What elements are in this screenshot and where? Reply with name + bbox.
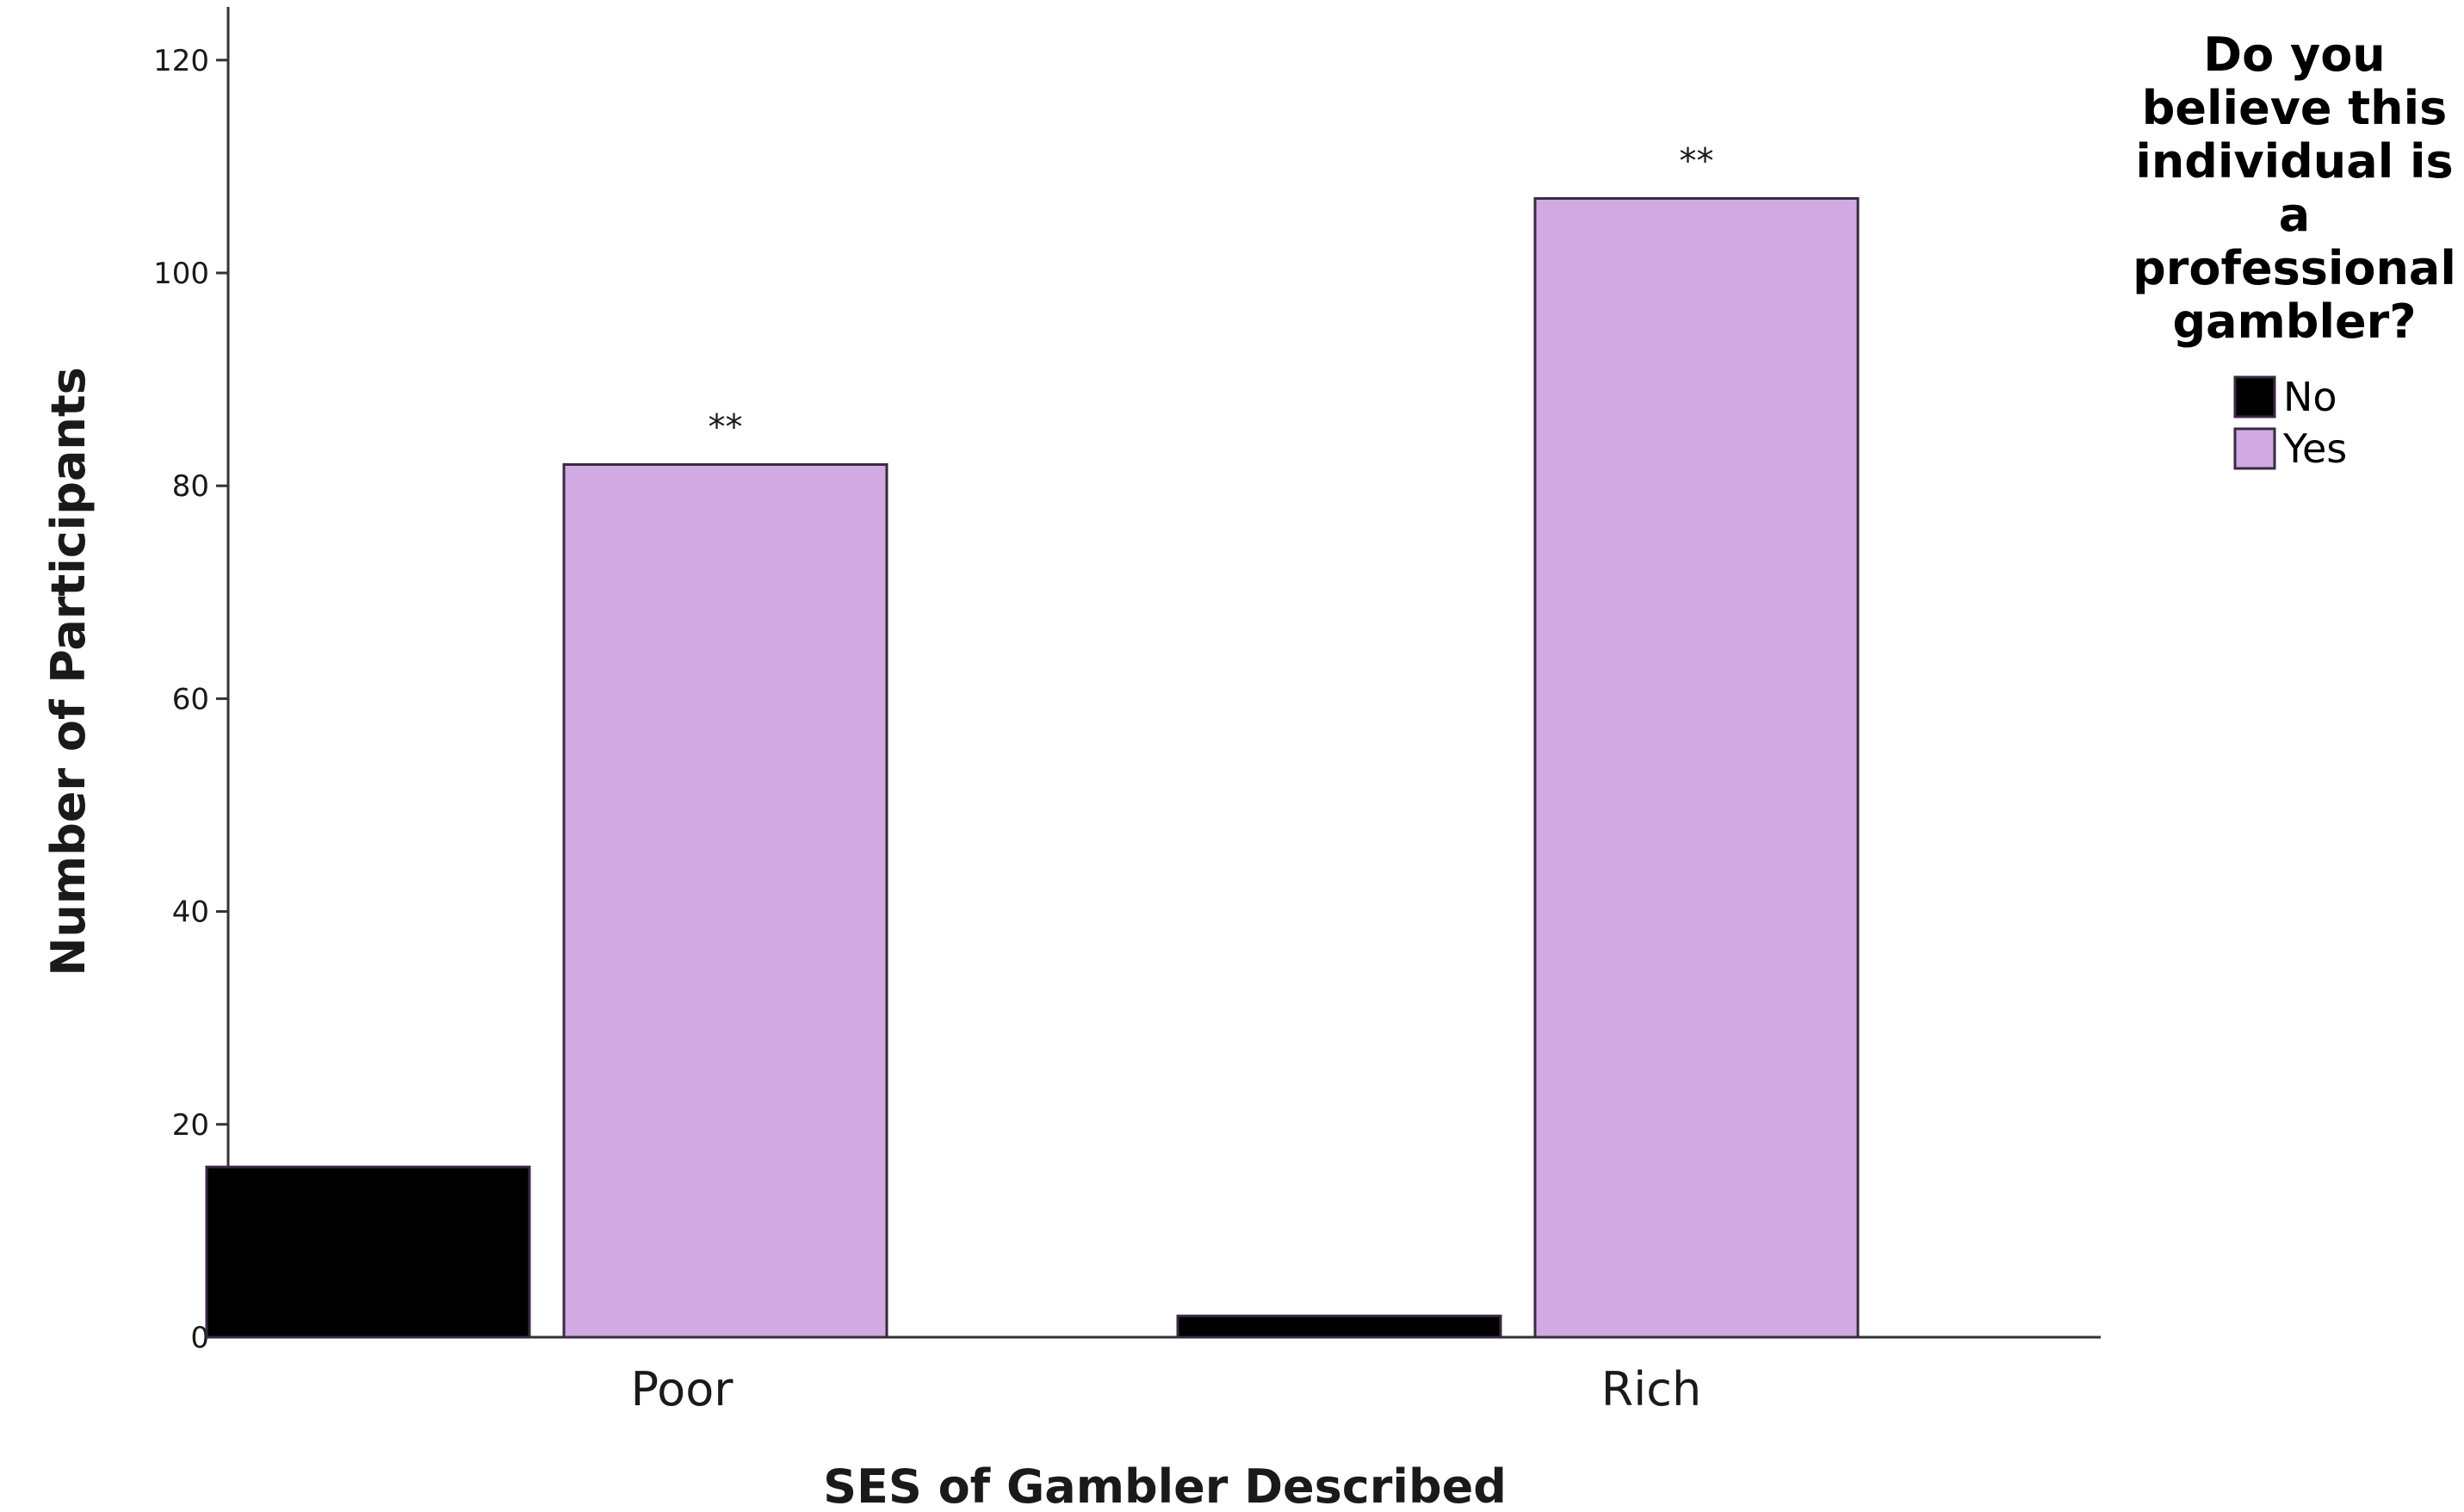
legend-label-yes: Yes: [2282, 425, 2347, 472]
legend-items: No Yes: [2233, 374, 2347, 472]
x-axis-title: SES of Gambler Described: [823, 1459, 1507, 1512]
legend-title-line: believe this: [2142, 81, 2447, 135]
y-tick-label: 40: [172, 895, 209, 930]
bar-poor-no: [205, 1165, 531, 1339]
bar-rich-no: [1176, 1314, 1502, 1339]
y-tick-label: 120: [153, 44, 209, 78]
y-axis-title: Number of Participants: [41, 367, 96, 976]
legend-title-line: Do you: [2203, 28, 2385, 82]
legend-label-no: No: [2283, 374, 2337, 420]
y-ticks: 0 20 40 60 80 100 120: [153, 44, 228, 1355]
x-category-label: Rich: [1601, 1362, 1701, 1416]
x-category-label: Poor: [631, 1362, 734, 1416]
bar-annotations: ** **: [709, 141, 1714, 447]
y-tick-label: 0: [190, 1321, 209, 1355]
legend-title-line: a: [2279, 188, 2310, 242]
y-tick-label: 80: [172, 469, 209, 504]
bar-rich-yes: [1533, 196, 1860, 1339]
legend-title-line: individual is: [2135, 134, 2453, 189]
legend-title-line: professional: [2133, 241, 2456, 295]
legend-title: Do you believe this individual is a professi…: [2133, 28, 2456, 349]
bar-poor-yes: [562, 462, 888, 1339]
legend-swatch-no: [2233, 375, 2276, 418]
y-tick-label: 20: [172, 1108, 209, 1143]
legend: Do you believe this individual is a professi…: [2133, 28, 2456, 472]
plot-area: 0 20 40 60 80 100 120 ** ** Poor Rich: [153, 7, 2101, 1416]
legend-swatch-yes: [2233, 427, 2276, 470]
y-tick-label: 60: [172, 682, 209, 716]
x-category-labels: Poor Rich: [631, 1362, 1702, 1416]
y-tick-label: 100: [153, 257, 209, 291]
significance-label: **: [1680, 141, 1714, 181]
legend-title-line: gambler?: [2172, 294, 2416, 349]
significance-label: **: [709, 407, 743, 447]
bars: [205, 196, 1860, 1339]
